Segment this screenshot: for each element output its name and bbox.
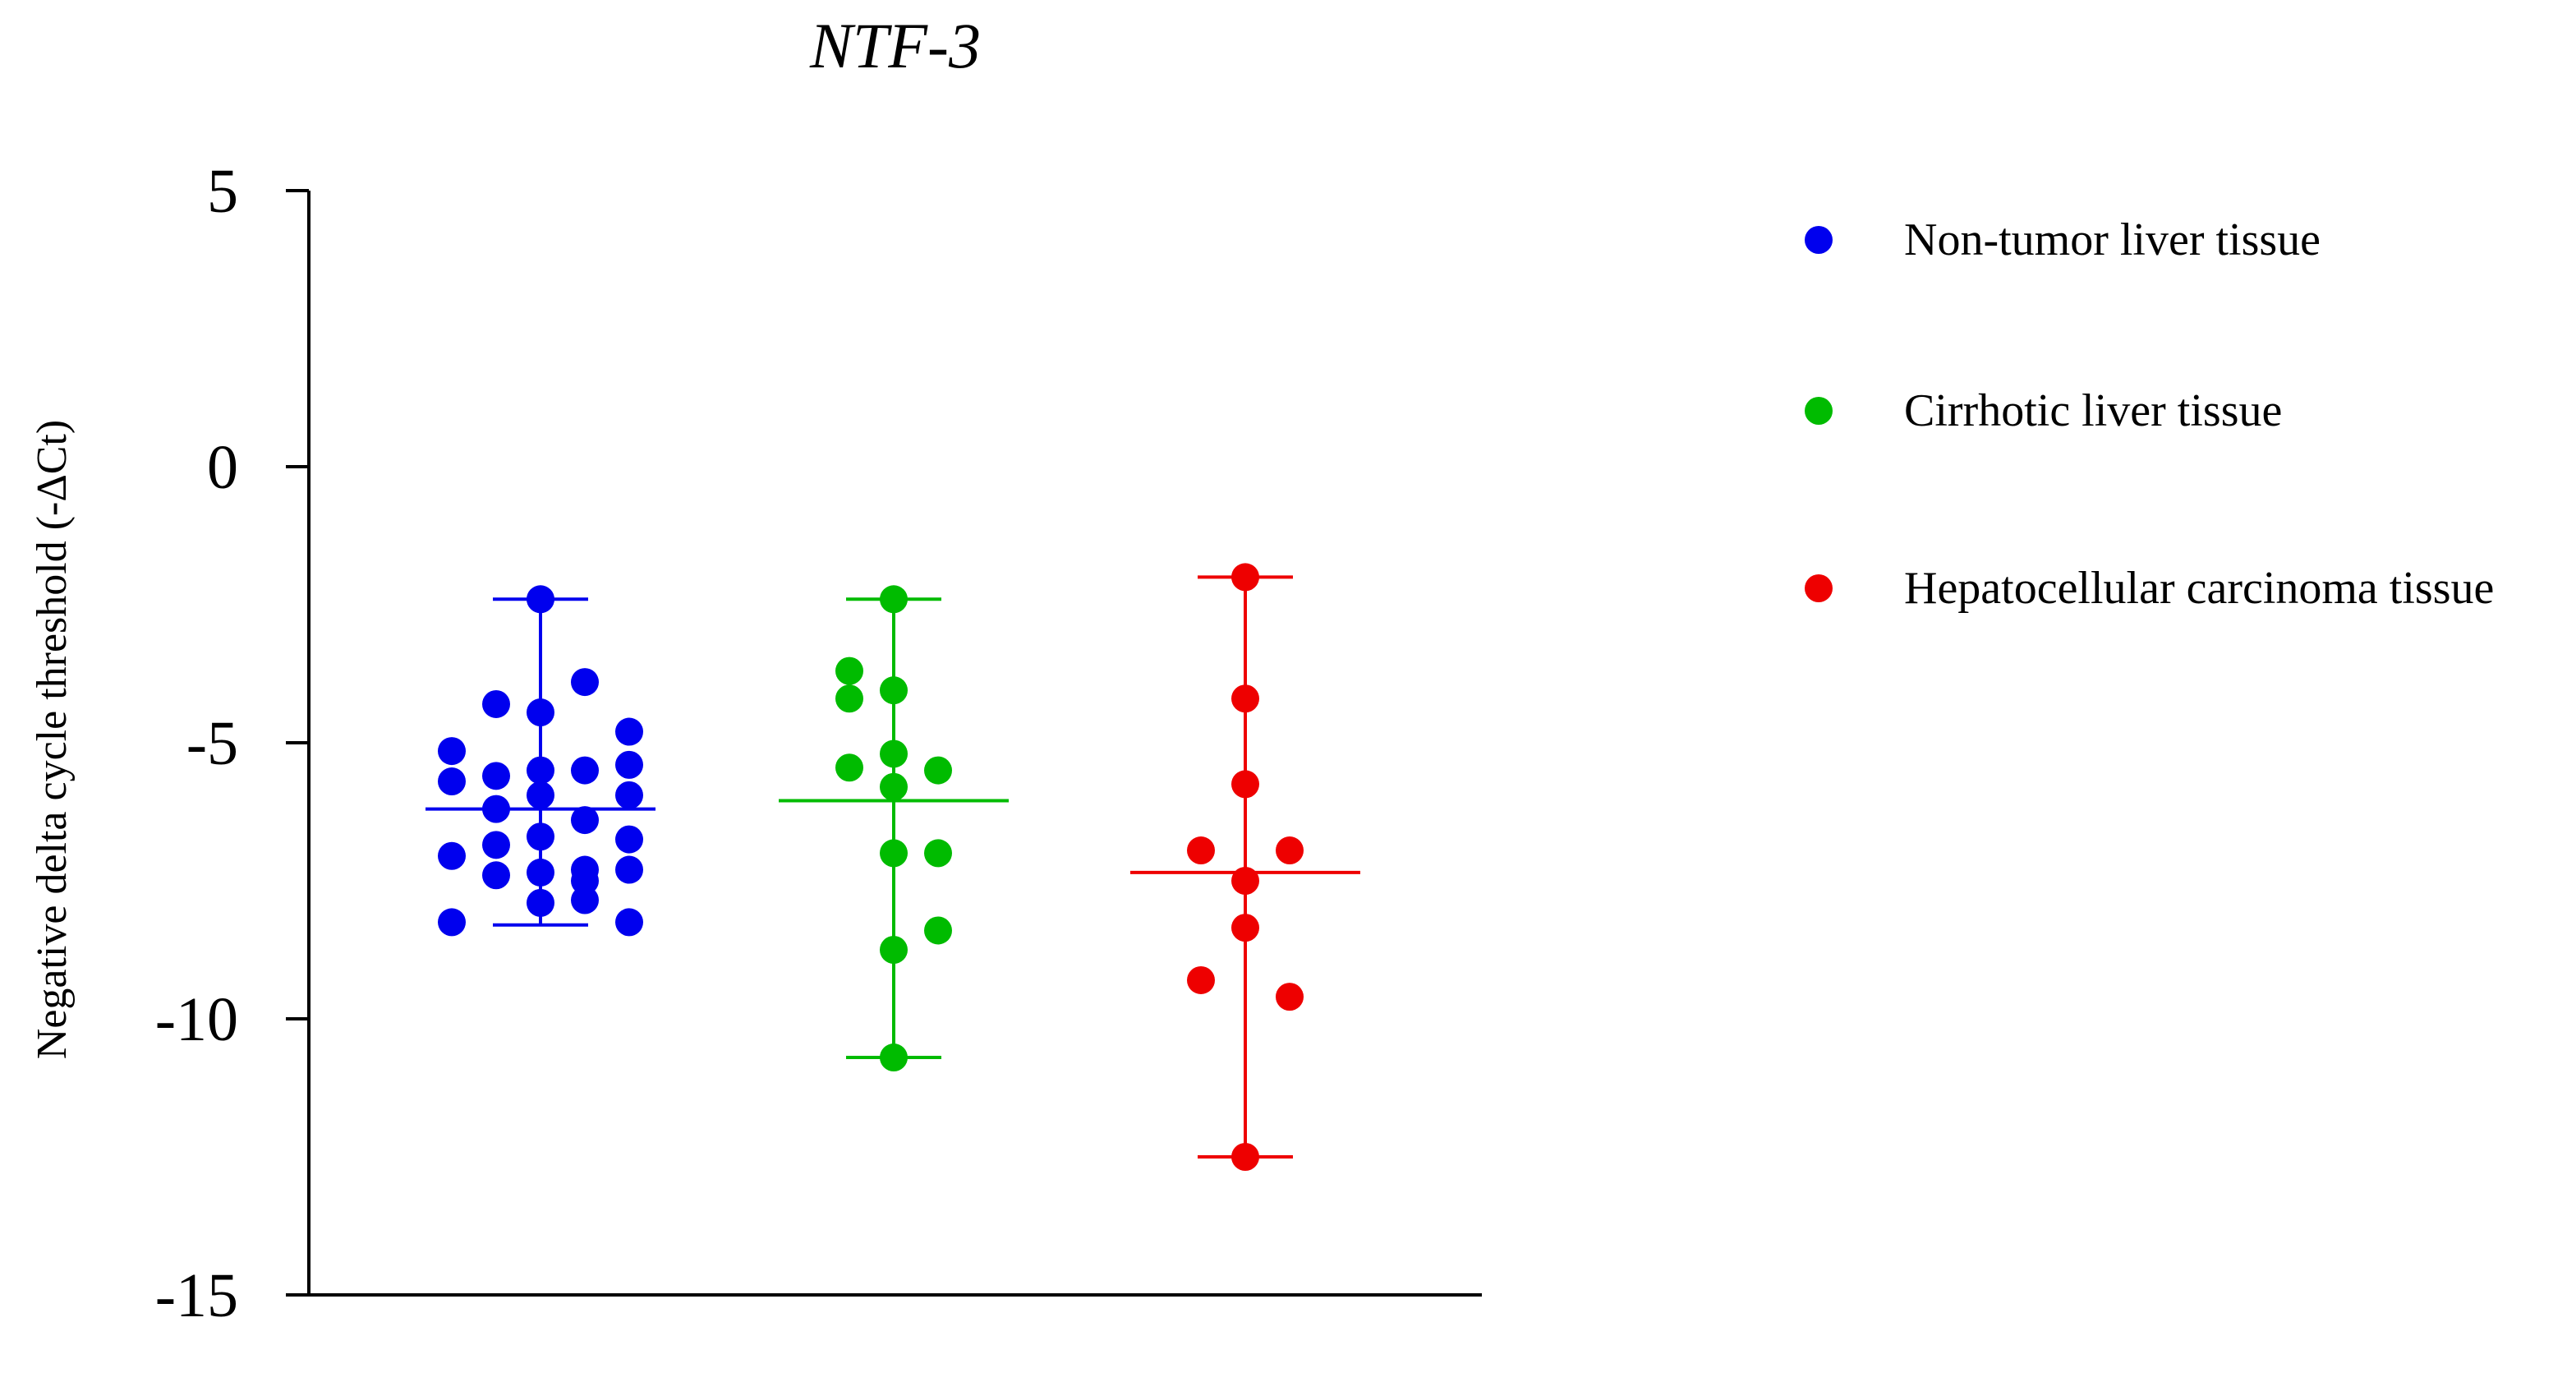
data-point	[1231, 563, 1259, 592]
data-point	[482, 831, 510, 859]
data-point	[1187, 836, 1215, 865]
y-tick-label: -5	[186, 709, 238, 778]
data-point	[880, 839, 908, 868]
data-point	[1231, 684, 1259, 713]
data-point	[835, 656, 863, 685]
data-point	[571, 867, 599, 895]
y-ticks: 5 0 -5 -10 -15	[155, 157, 309, 1330]
chart-title: NTF-3	[809, 10, 981, 81]
data-point	[482, 689, 510, 718]
legend: Non-tumor liver tissue Cirrhotic liver ti…	[1805, 214, 2494, 614]
data-point	[615, 855, 643, 884]
data-point	[482, 861, 510, 890]
data-point	[1231, 1143, 1259, 1171]
legend-item-2: Cirrhotic liver tissue	[1805, 385, 2282, 436]
data-point	[615, 825, 643, 854]
data-point	[615, 750, 643, 779]
data-point	[527, 698, 554, 727]
data-point	[1187, 965, 1215, 994]
data-point	[924, 756, 952, 785]
data-point	[880, 936, 908, 964]
data-point	[880, 1043, 908, 1072]
series-layer	[426, 563, 1360, 1171]
series-1	[426, 585, 656, 937]
data-point	[1231, 867, 1259, 895]
legend-label: Cirrhotic liver tissue	[1904, 385, 2282, 436]
data-point	[438, 908, 466, 937]
data-point	[571, 806, 599, 835]
data-point	[1276, 983, 1304, 1011]
data-point	[571, 886, 599, 914]
data-point	[1231, 914, 1259, 942]
data-point	[1231, 770, 1259, 799]
legend-item-3: Hepatocellular carcinoma tissue	[1805, 563, 2494, 614]
y-tick-label: -10	[155, 985, 238, 1054]
data-point	[527, 822, 554, 851]
data-point	[615, 717, 643, 746]
data-point	[482, 762, 510, 790]
data-point	[571, 756, 599, 785]
data-point	[571, 668, 599, 697]
data-point	[527, 858, 554, 887]
y-tick-label: 0	[207, 433, 238, 502]
data-point	[924, 916, 952, 945]
legend-item-1: Non-tumor liver tissue	[1805, 214, 2321, 265]
data-point	[880, 772, 908, 801]
data-point	[835, 753, 863, 782]
series-3	[1130, 563, 1360, 1171]
data-point	[1276, 836, 1304, 865]
data-point	[527, 756, 554, 785]
data-point	[615, 908, 643, 937]
data-point	[527, 781, 554, 809]
data-point	[527, 888, 554, 917]
y-tick-label: -15	[155, 1261, 238, 1330]
data-point	[615, 781, 643, 809]
data-point	[438, 737, 466, 766]
legend-label: Hepatocellular carcinoma tissue	[1904, 563, 2494, 614]
y-axis-label: Negative delta cycle threshold (-ΔCt)	[29, 420, 76, 1059]
legend-marker	[1805, 226, 1833, 254]
legend-marker	[1805, 397, 1833, 425]
data-point	[880, 676, 908, 705]
data-point	[880, 585, 908, 614]
legend-marker	[1805, 574, 1833, 602]
legend-label: Non-tumor liver tissue	[1904, 214, 2321, 265]
data-point	[527, 585, 554, 614]
data-point	[438, 841, 466, 870]
data-point	[482, 795, 510, 823]
series-2	[779, 585, 1009, 1072]
data-point	[924, 839, 952, 868]
y-tick-label: 5	[207, 157, 238, 226]
data-point	[438, 767, 466, 796]
data-point	[880, 739, 908, 768]
data-point	[835, 684, 863, 713]
